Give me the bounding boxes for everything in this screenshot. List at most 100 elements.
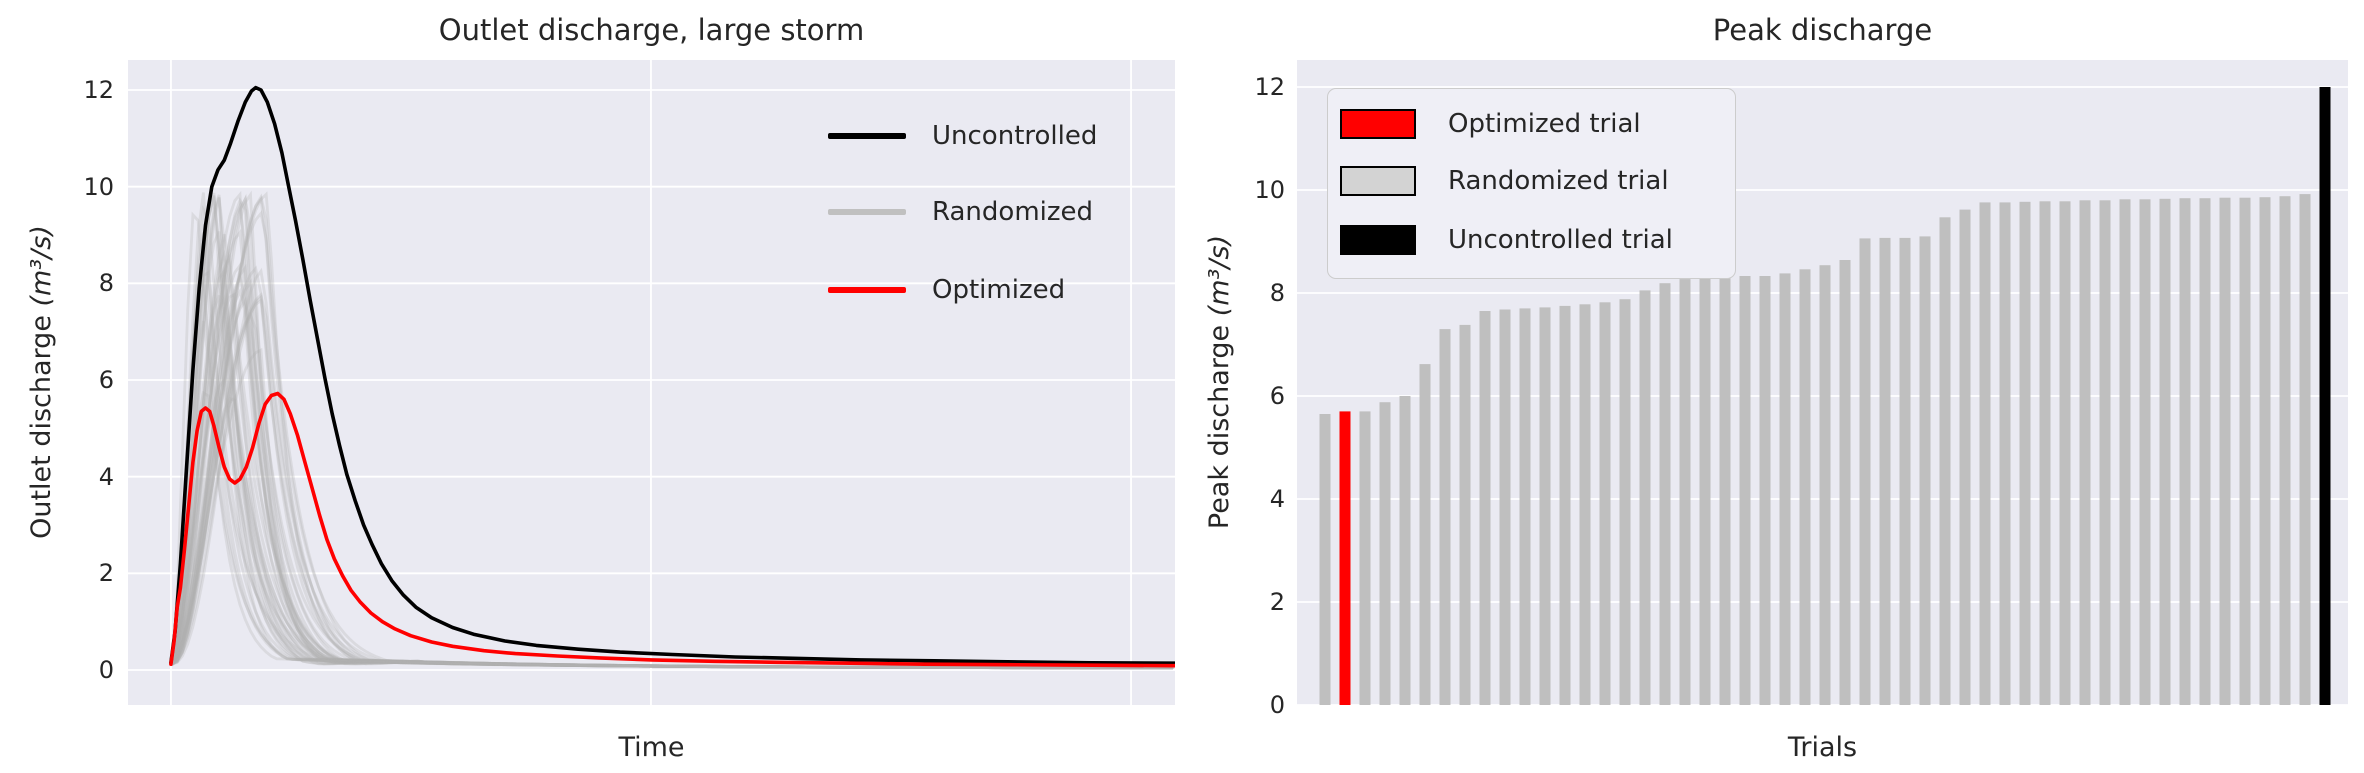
randomized-trial-curve	[170, 396, 1174, 670]
randomized-trial-curve	[170, 231, 1174, 670]
randomized-trial-bar	[1459, 324, 1471, 705]
randomized-trial-bar	[2299, 194, 2311, 705]
legend-label: Randomized	[932, 197, 1094, 227]
y-tick-label: 0	[98, 656, 114, 684]
left-y-axis-label-text: Outlet discharge	[26, 306, 57, 539]
randomized-trial-curve	[170, 197, 1174, 670]
y-tick-label: 8	[98, 269, 114, 298]
randomized-trial-bar	[2079, 200, 2091, 705]
randomized-trial-bar	[2119, 199, 2131, 705]
randomized-trial-curve	[170, 196, 1174, 670]
randomized-trial-bar	[1319, 414, 1331, 705]
randomized-trial-bar	[1539, 307, 1551, 705]
legend-patch-swatch-optimized-trial	[1340, 109, 1416, 139]
randomized-trial-curve	[170, 249, 1174, 670]
y-tick-label: 0	[1269, 691, 1285, 719]
randomized-trial-curve	[170, 271, 1174, 670]
randomized-trial-bar	[2019, 201, 2031, 705]
randomized-trial-bar	[1979, 202, 1991, 705]
randomized-trial-bar	[1939, 217, 1951, 705]
randomized-trial-curve	[170, 194, 1174, 670]
randomized-trial-curve	[170, 390, 1174, 670]
randomized-trial-curve	[170, 205, 1174, 670]
legend-label: Uncontrolled	[932, 121, 1098, 151]
randomized-trial-bar	[1519, 308, 1531, 705]
randomized-trial-curve	[170, 197, 1174, 670]
y-tick-label: 12	[1254, 73, 1285, 101]
randomized-trial-curve	[170, 233, 1174, 670]
randomized-trial-bar	[1759, 276, 1771, 705]
randomized-trial-curve	[170, 266, 1174, 670]
optimized-curve	[169, 391, 1175, 668]
randomized-trial-bar	[1659, 283, 1671, 705]
randomized-trial-bar	[2179, 198, 2191, 705]
left-x-axis-label: Time	[618, 732, 685, 763]
randomized-trial-bar	[1599, 302, 1611, 705]
legend-line-swatch-uncontrolled	[828, 133, 906, 139]
legend-patch-swatch-uncontrolled-trial	[1340, 225, 1416, 255]
randomized-trial-curve	[170, 195, 1174, 670]
right-plot-area	[1297, 60, 2348, 705]
randomized-trial-bar	[1499, 309, 1511, 705]
y-tick-label: 12	[83, 76, 114, 104]
y-tick-label: 10	[83, 172, 114, 201]
randomized-trial-curve	[170, 296, 1174, 670]
randomized-trial-curve	[170, 192, 1174, 670]
legend-label: Randomized trial	[1448, 166, 1669, 196]
randomized-trial-curve	[170, 194, 1174, 670]
randomized-trial-curve	[170, 211, 1174, 670]
y-tick-label: 4	[1269, 485, 1285, 513]
legend-label: Uncontrolled trial	[1448, 225, 1673, 255]
randomized-trial-bar	[2099, 200, 2111, 705]
randomized-trial-curve	[170, 192, 1174, 670]
y-tick-label: 10	[1254, 176, 1285, 204]
randomized-trial-bar	[1739, 276, 1751, 705]
optimized-trial-bar	[1339, 411, 1351, 705]
legend-patch-swatch-randomized-trial	[1340, 166, 1416, 196]
randomized-trial-bar	[2159, 198, 2171, 705]
randomized-trial-bar	[2139, 199, 2151, 705]
randomized-trial-curve	[170, 261, 1174, 670]
randomized-trial-curve	[170, 376, 1174, 670]
randomized-trial-curve	[170, 297, 1174, 670]
randomized-trial-bar	[1999, 202, 2011, 705]
randomized-trial-bar	[2219, 197, 2231, 705]
randomized-trial-curve	[170, 278, 1174, 670]
randomized-trial-curve	[170, 295, 1174, 670]
randomized-trial-curve	[170, 196, 1174, 670]
randomized-trial-bar	[1959, 209, 1971, 705]
y-tick-label: 4	[98, 462, 114, 491]
randomized-trial-bar	[1439, 329, 1451, 705]
y-tick-label: 2	[1269, 588, 1285, 616]
y-tick-label: 2	[98, 559, 114, 588]
randomized-trial-bar	[1859, 238, 1871, 705]
randomized-trial-bar	[2239, 197, 2251, 705]
randomized-trial-curve	[170, 292, 1174, 670]
randomized-trial-bar	[1799, 269, 1811, 705]
randomized-trial-curve	[170, 294, 1174, 670]
randomized-trial-bar	[1399, 396, 1411, 705]
y-tick-label: 6	[98, 366, 114, 394]
randomized-trial-curve	[170, 190, 1174, 670]
randomized-trial-bar	[1619, 299, 1631, 705]
randomized-trial-curve	[170, 311, 1174, 670]
uncontrolled-trial-bar	[2319, 87, 2331, 705]
y-tick-label: 8	[1269, 279, 1285, 307]
randomized-trial-bar	[1779, 273, 1791, 705]
randomized-trial-curve	[170, 252, 1174, 670]
randomized-trial-curve	[170, 267, 1174, 670]
randomized-trial-curve	[170, 210, 1174, 670]
randomized-trial-bar	[1879, 237, 1891, 705]
randomized-trial-curve	[170, 265, 1174, 670]
randomized-trial-bar	[1479, 311, 1491, 705]
randomized-trial-curve	[170, 267, 1174, 670]
randomized-trial-curve	[170, 292, 1174, 670]
randomized-trial-bar	[1679, 279, 1691, 705]
randomized-trial-curve	[170, 269, 1174, 670]
randomized-trial-curve	[170, 193, 1174, 670]
left-plot-area	[128, 60, 1175, 705]
outlet-discharge-line-chart	[128, 60, 1175, 705]
right-x-axis-label: Trials	[1787, 732, 1858, 763]
randomized-trial-bar	[2279, 196, 2291, 705]
